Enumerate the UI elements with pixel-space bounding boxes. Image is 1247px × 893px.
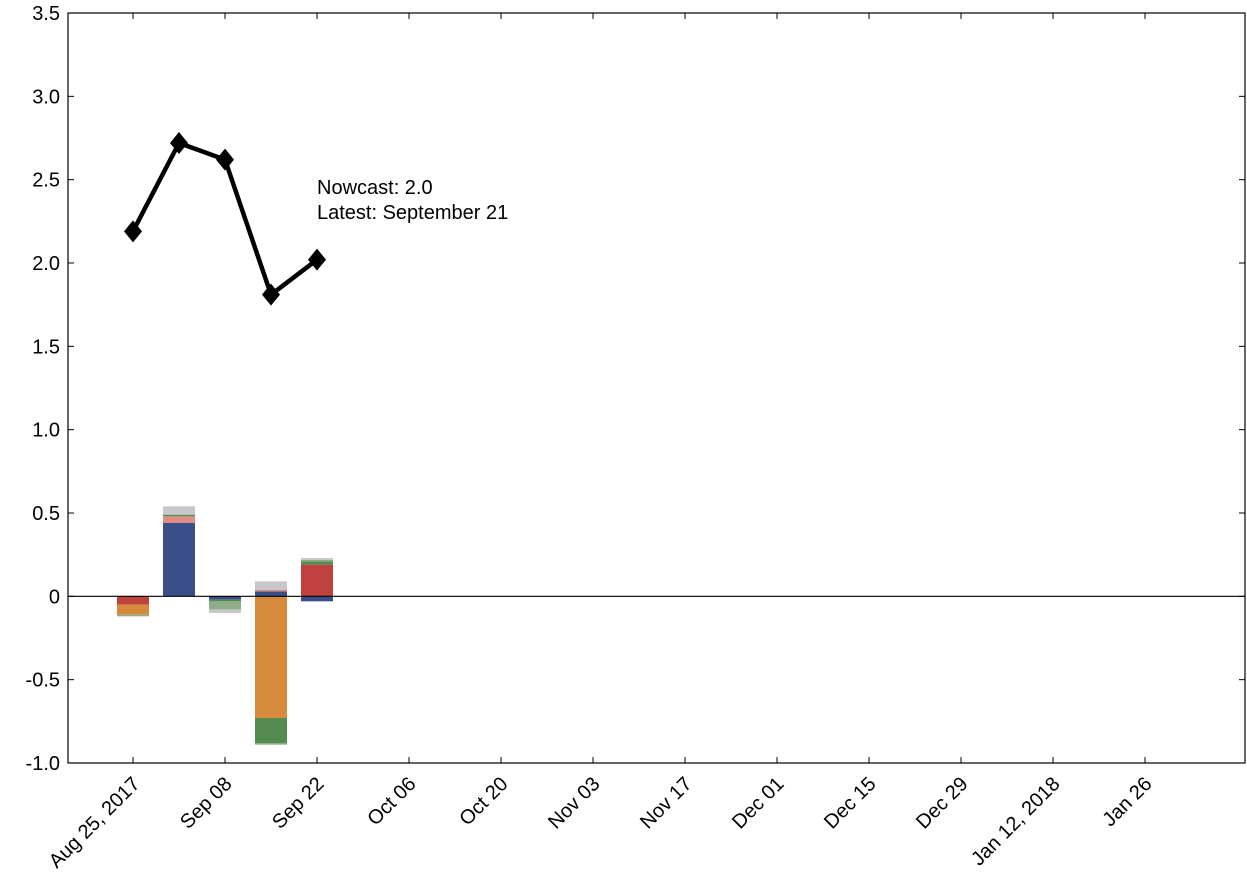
x-tick-labels: Aug 25, 2017 Sep 08 Sep 22 Oct 06 Oct 20 Nov …: [45, 773, 1157, 873]
y-tick-label-7: 2.5: [32, 170, 60, 192]
bar-segment-0-5: [117, 614, 149, 617]
bar-segment-2-0: [209, 596, 241, 600]
bar-segment-3-5: [255, 743, 287, 745]
bar-segment-2-6: [209, 609, 241, 613]
x-tick-label-4: Oct 20: [455, 773, 512, 830]
x-tick-label-1: Sep 08: [176, 773, 236, 833]
bar-segment-3-2: [255, 596, 287, 718]
bar-segment-0-2: [117, 604, 149, 615]
x-tick-label-2: Sep 22: [268, 773, 328, 833]
nowcast-point-1: [170, 132, 188, 154]
y-tick-label-6: 2.0: [32, 253, 60, 275]
bar-segment-3-0: [255, 591, 287, 597]
nowcast-point-0: [124, 220, 142, 243]
x-tick-label-0: Aug 25, 2017: [45, 773, 145, 873]
nowcast-point-4: [308, 248, 326, 271]
bar-segment-4-1: [301, 564, 333, 597]
x-tick-label-6: Nov 17: [636, 773, 696, 833]
bar-segment-1-4: [163, 514, 195, 517]
bar-segment-0-1: [117, 596, 149, 605]
x-tick-label-9: Dec 29: [912, 773, 972, 833]
bar-segment-4-6: [301, 558, 333, 560]
y-tick-label-2: 0: [49, 586, 60, 608]
x-tick-label-7: Dec 01: [728, 773, 788, 833]
x-tick-label-10: Jan 12, 2018: [967, 773, 1064, 870]
y-tick-labels: -1.0 -0.5 0 0.5 1.0 1.5 2.0 2.5 3.0 3.5: [26, 3, 60, 775]
tick-layer: [68, 12, 1245, 764]
bar-segment-3-3: [255, 589, 287, 592]
y-tick-label-5: 1.5: [32, 336, 60, 358]
x-tick-label-8: Dec 15: [820, 773, 880, 833]
plot-frame: [67, 12, 1246, 764]
bar-segment-2-4: [209, 599, 241, 602]
y-tick-label-0: -1.0: [26, 753, 60, 775]
y-tick-label-4: 1.0: [32, 420, 60, 442]
x-tick-label-11: Jan 26: [1099, 773, 1157, 831]
bar-segment-3-6: [255, 581, 287, 590]
bar-layer: [117, 506, 333, 745]
nowcast-value-text: Nowcast: 2.0: [317, 177, 433, 199]
x-tick-label-5: Nov 03: [544, 773, 604, 833]
nowcast-line-layer: [124, 132, 326, 306]
y-tick-label-1: -0.5: [26, 670, 60, 692]
bar-segment-1-0: [163, 523, 195, 597]
bar-segment-2-5: [209, 601, 241, 610]
nowcast-point-3: [262, 283, 280, 306]
bar-segment-1-3: [163, 516, 195, 523]
bar-segment-3-4: [255, 718, 287, 743]
bar-segment-4-0: [301, 596, 333, 602]
latest-date-text: Latest: September 21: [317, 202, 508, 224]
x-tick-label-3: Oct 06: [363, 773, 420, 830]
nowcast-point-2: [216, 148, 234, 171]
nowcast-annotation: Nowcast: 2.0 Latest: September 21: [317, 177, 508, 224]
y-tick-label-8: 3.0: [32, 86, 60, 108]
bar-segment-4-5: [301, 559, 333, 562]
y-tick-label-3: 0.5: [32, 503, 60, 525]
bar-segment-1-6: [163, 506, 195, 515]
bar-segment-4-4: [301, 561, 333, 565]
y-tick-label-9: 3.5: [32, 3, 60, 25]
